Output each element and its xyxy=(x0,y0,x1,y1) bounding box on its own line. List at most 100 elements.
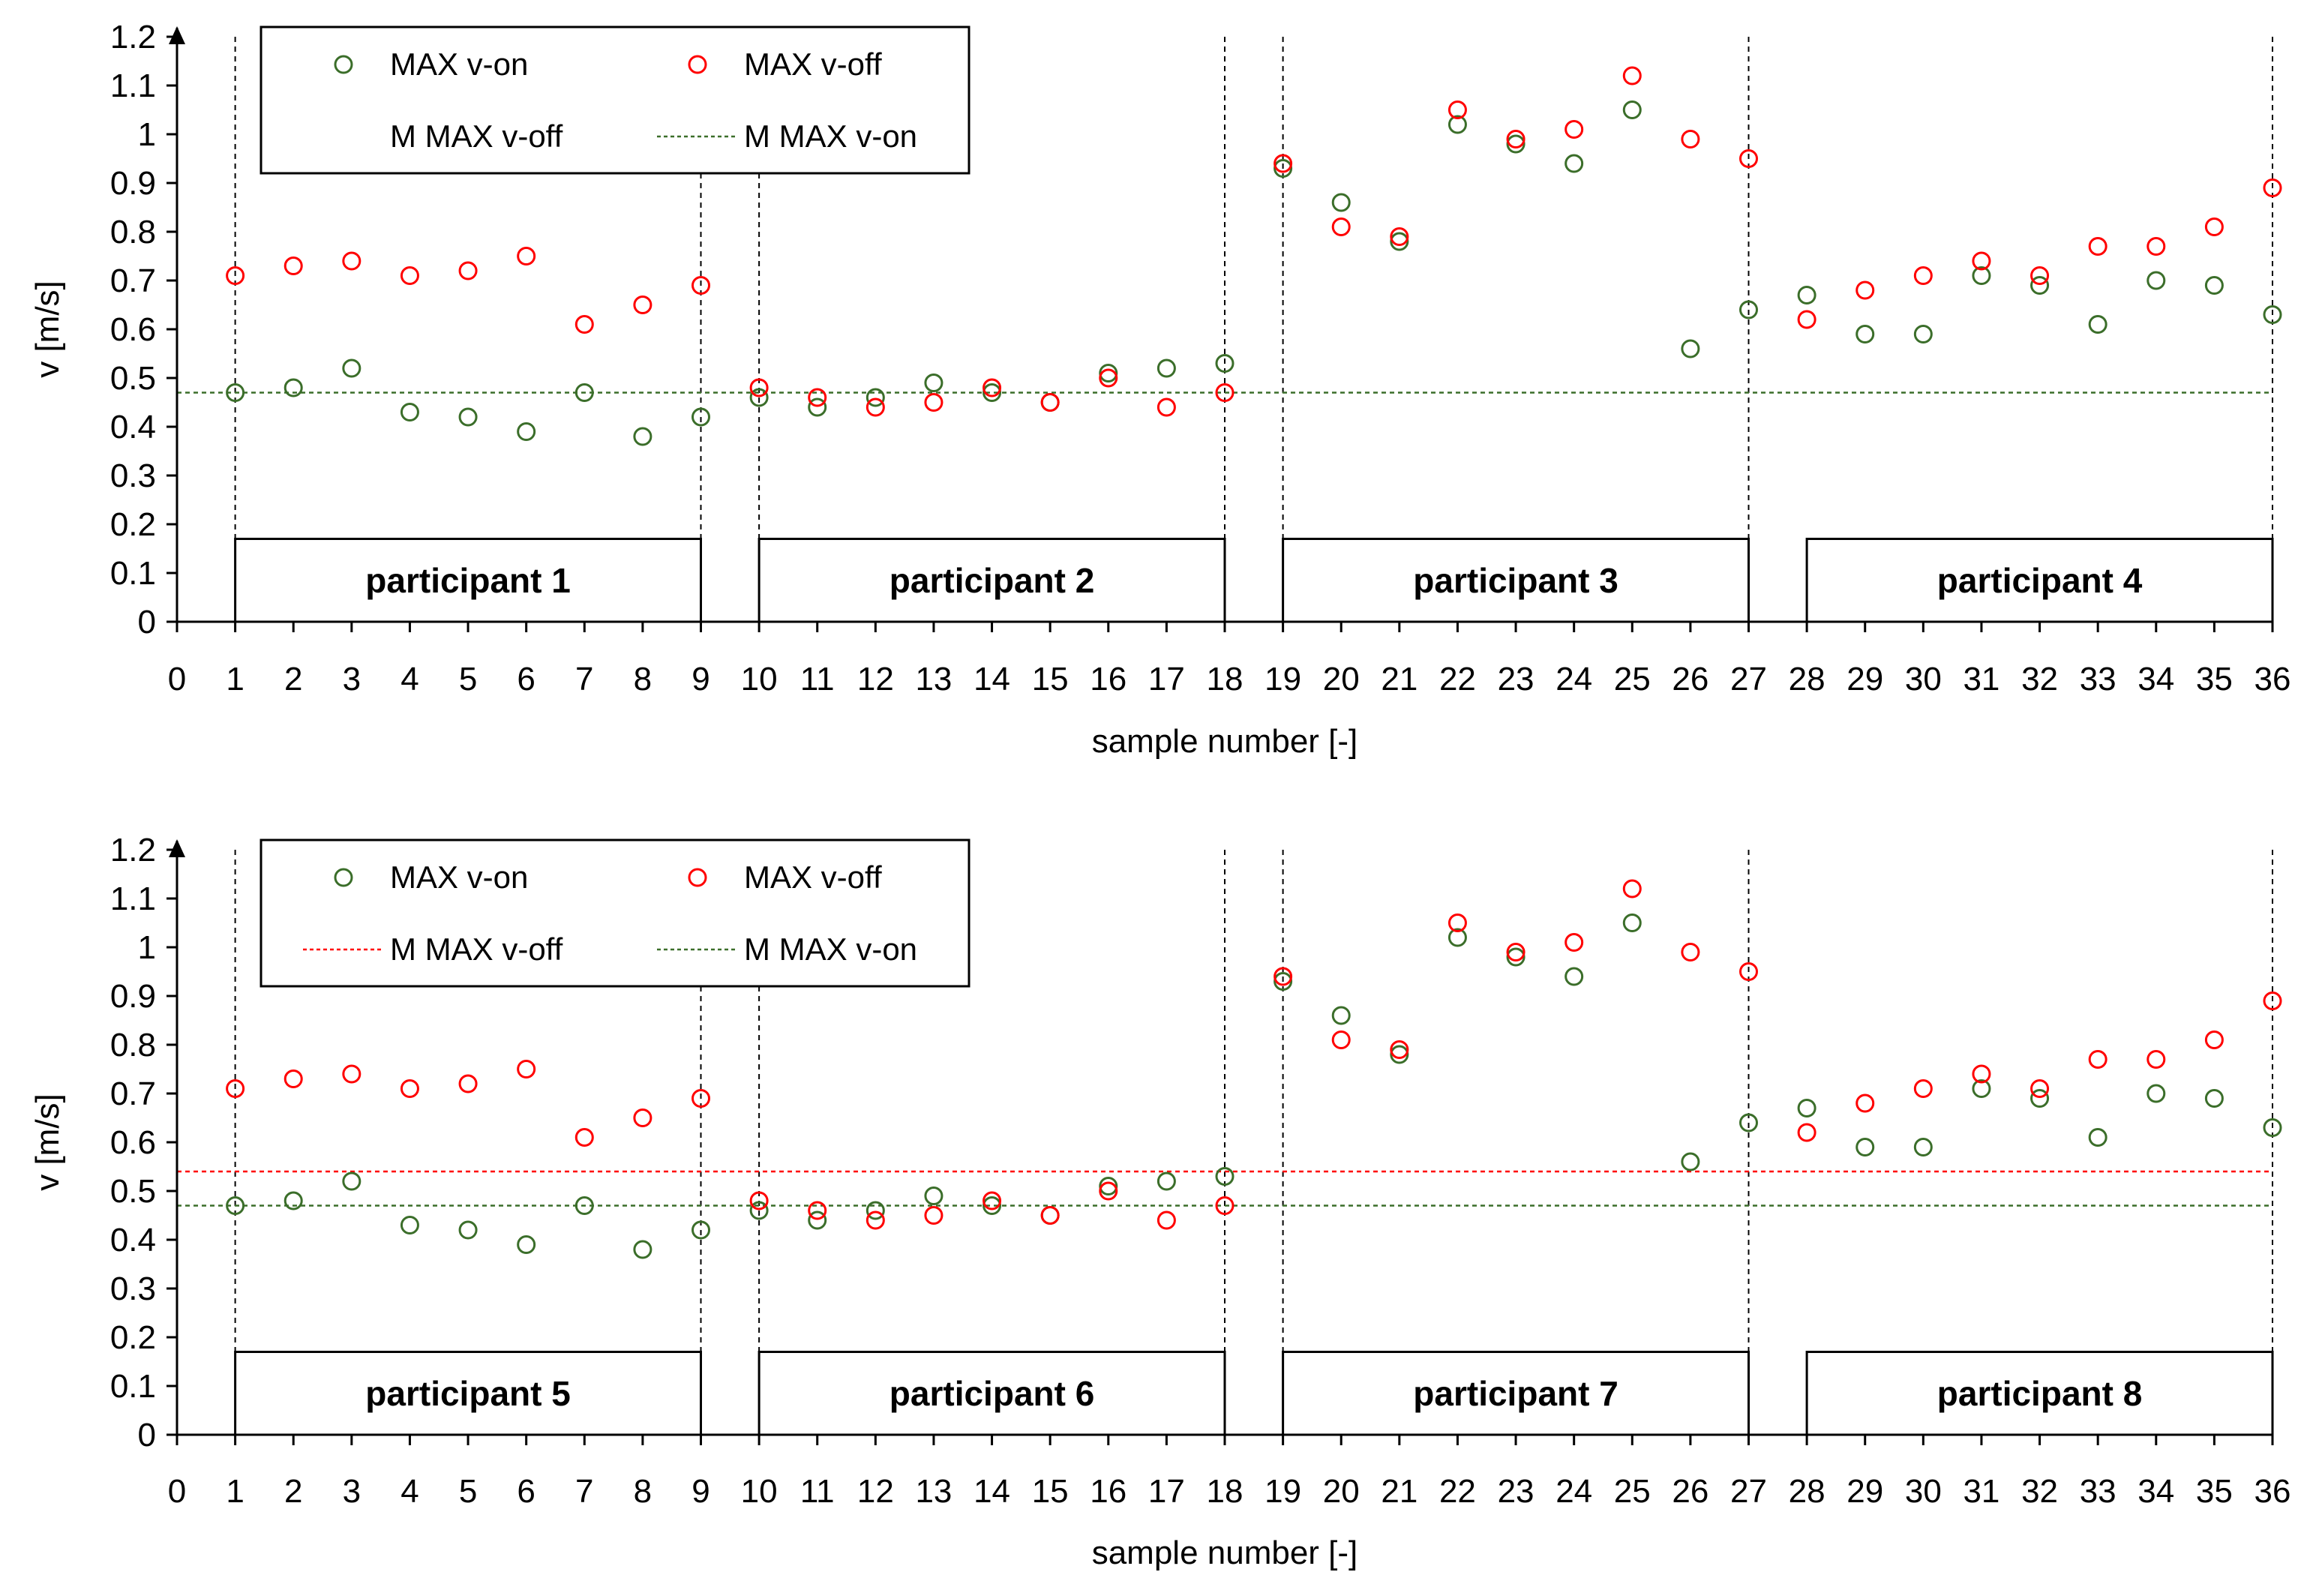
participant-label: participant 1 xyxy=(365,561,571,600)
x-tick-label: 17 xyxy=(1148,1473,1185,1510)
data-point-v-off xyxy=(284,256,303,275)
data-point-v-off xyxy=(808,388,827,407)
y-tick-label: 0.1 xyxy=(110,1368,156,1405)
x-tick-label: 9 xyxy=(692,661,710,698)
data-point-v-on xyxy=(1797,286,1816,304)
data-point-v-on xyxy=(1913,325,1933,344)
data-point-v-off xyxy=(1622,66,1642,86)
data-point-v-off xyxy=(1274,967,1293,986)
data-point-v-on xyxy=(574,1196,594,1215)
x-tick-label: 33 xyxy=(2080,661,2116,698)
data-point-v-on xyxy=(1448,928,1467,947)
participant-label: participant 6 xyxy=(890,1374,1095,1413)
x-tick-label: 22 xyxy=(1439,1473,1476,1510)
data-point-v-off xyxy=(517,1060,536,1078)
x-tick-label: 11 xyxy=(800,661,835,698)
data-point-v-on xyxy=(1156,358,1176,378)
data-point-v-off xyxy=(1681,943,1700,962)
data-point-v-on xyxy=(1856,1138,1875,1156)
y-tick-label: 0.7 xyxy=(110,262,156,299)
y-tick-label: 0.5 xyxy=(110,1173,156,1210)
data-point-v-on xyxy=(2204,1089,2224,1108)
data-point-v-off xyxy=(1856,1094,1875,1113)
data-point-v-on xyxy=(982,383,1002,402)
data-point-v-off xyxy=(2088,237,2108,256)
participant-box xyxy=(758,538,1226,623)
data-point-v-on xyxy=(1797,1099,1816,1118)
data-point-v-on xyxy=(1506,134,1526,154)
data-point-v-on xyxy=(1448,115,1467,134)
data-point-v-on xyxy=(284,1191,303,1210)
data-point-v-off xyxy=(574,315,594,334)
x-tick-label: 0 xyxy=(168,661,186,698)
x-tick-label: 20 xyxy=(1323,661,1360,698)
data-point-v-off xyxy=(2204,218,2224,236)
participant-box xyxy=(234,538,703,623)
data-point-v-on xyxy=(458,407,478,427)
data-point-v-off xyxy=(2030,1079,2050,1098)
x-tick-label: 16 xyxy=(1090,1473,1126,1510)
data-point-v-on xyxy=(633,427,652,446)
x-tick-label: 36 xyxy=(2254,1473,2291,1510)
data-point-v-on xyxy=(749,1201,769,1220)
legend: MAX v-on MAX v-off M MAX v-off M MAX v-on xyxy=(260,838,970,988)
data-point-v-on xyxy=(1099,1177,1118,1196)
x-tick-label: 5 xyxy=(459,661,477,698)
data-point-v-off xyxy=(1739,149,1758,168)
data-point-v-on xyxy=(1622,100,1642,119)
data-point-v-on xyxy=(574,383,594,402)
y-axis-arrow xyxy=(169,26,185,44)
x-tick-label: 12 xyxy=(857,1473,894,1510)
x-tick-label: 24 xyxy=(1556,1473,1592,1510)
x-tick-label: 25 xyxy=(1614,661,1651,698)
y-tick-label: 0.4 xyxy=(110,409,156,446)
y-tick-label: 0.7 xyxy=(110,1076,156,1112)
data-point-v-on xyxy=(1856,325,1875,344)
legend-label: MAX v-on xyxy=(390,46,528,82)
y-tick-label: 0.3 xyxy=(110,1270,156,1307)
x-tick-label: 29 xyxy=(1846,661,1883,698)
x-tick-label: 32 xyxy=(2021,661,2058,698)
y-tick-label: 0.8 xyxy=(110,214,156,250)
x-tick-label: 23 xyxy=(1498,1473,1534,1510)
data-point-v-off xyxy=(924,393,944,412)
data-point-v-on xyxy=(284,378,303,398)
data-point-v-on xyxy=(1274,972,1293,991)
data-point-v-off xyxy=(749,378,769,398)
data-point-v-on xyxy=(1681,1152,1700,1172)
x-tick-label: 10 xyxy=(741,1473,778,1510)
legend: MAX v-on MAX v-off M MAX v-off M MAX v-on xyxy=(260,26,970,175)
y-tick-label: 1 xyxy=(138,116,156,153)
data-point-v-on xyxy=(633,1240,652,1259)
legend-label: M MAX v-off xyxy=(390,118,563,154)
x-tick-label: 4 xyxy=(400,661,418,698)
chart-panel-2: participant 5 participant 6 participant 7 p… xyxy=(29,832,2290,1571)
data-point-v-off xyxy=(2030,266,2050,285)
data-point-v-off xyxy=(1215,383,1234,402)
y-tick-label: 1.2 xyxy=(110,19,156,56)
data-point-v-on xyxy=(342,1172,362,1191)
participant-box xyxy=(1805,538,2274,623)
data-point-v-on xyxy=(866,1201,885,1220)
data-point-v-off xyxy=(866,398,885,417)
x-tick-label: 15 xyxy=(1032,661,1069,698)
data-point-v-off xyxy=(342,251,362,271)
data-point-v-off xyxy=(226,1079,245,1098)
data-point-v-on xyxy=(2146,1084,2166,1103)
participant-label: participant 5 xyxy=(365,1374,571,1413)
x-tick-label: 16 xyxy=(1090,661,1126,698)
data-point-v-off xyxy=(1274,154,1293,173)
y-tick-label: 0.4 xyxy=(110,1222,156,1258)
data-point-v-on xyxy=(400,403,419,422)
x-tick-label: 27 xyxy=(1730,1473,1767,1510)
y-tick-label: 0.2 xyxy=(110,1319,156,1356)
data-point-v-off xyxy=(982,378,1002,398)
data-point-v-off xyxy=(982,1191,1002,1210)
x-axis-title: sample number [-] xyxy=(1092,723,1358,760)
legend-marker xyxy=(334,868,353,887)
x-tick-label: 34 xyxy=(2138,1473,2174,1510)
y-tick-label: 0.2 xyxy=(110,506,156,543)
x-tick-label: 20 xyxy=(1323,1473,1360,1510)
data-point-v-off xyxy=(1564,120,1584,139)
